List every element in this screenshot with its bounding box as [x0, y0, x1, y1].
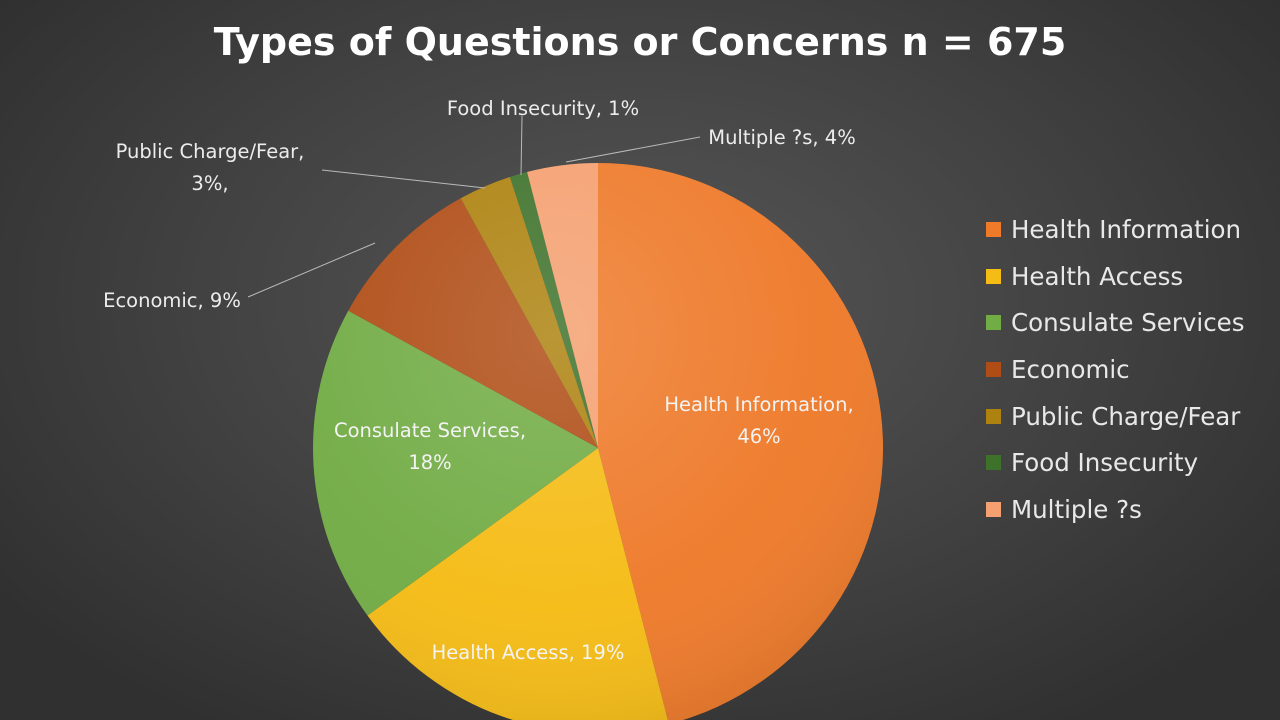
legend-item-health-access: Health Access [986, 253, 1245, 300]
leader-line-multiple-s [565, 136, 701, 163]
legend: Health Information Health Access Consulate… [986, 206, 1245, 533]
leader-line-food-insecurity [520, 115, 523, 176]
legend-label: Economic [1011, 354, 1130, 384]
legend-swatch [986, 221, 1001, 237]
data-label-health-information: Health Information, 46% [664, 393, 853, 448]
data-label-multiple-s: Multiple ?s, 4% [708, 126, 856, 149]
legend-item-economic: Economic [986, 346, 1245, 393]
leader-line-public-charge-fear [321, 169, 486, 189]
legend-item-consulate-services: Consulate Services [986, 299, 1245, 346]
legend-label: Food Insecurity [1011, 448, 1199, 478]
legend-swatch [986, 455, 1001, 471]
data-label-consulate-services: Consulate Services, 18% [334, 419, 526, 474]
data-label-food-insecurity: Food Insecurity, 1% [447, 97, 639, 120]
legend-swatch [986, 361, 1001, 377]
data-label-public-charge-fear: Public Charge/Fear, 3%, [116, 140, 305, 195]
data-label-health-access: Health Access, 19% [432, 641, 625, 664]
legend-swatch [986, 315, 1001, 331]
legend-item-food-insecurity: Food Insecurity [986, 439, 1245, 486]
legend-item-public-charge-fear: Public Charge/Fear [986, 393, 1245, 440]
legend-swatch [986, 408, 1001, 424]
legend-label: Public Charge/Fear [1011, 401, 1241, 431]
legend-swatch [986, 501, 1001, 517]
leader-line-economic [247, 242, 376, 298]
legend-swatch [986, 268, 1001, 284]
data-label-economic: Economic, 9% [103, 289, 241, 312]
legend-label: Health Access [1011, 261, 1184, 291]
legend-item-multiple-s: Multiple ?s [986, 486, 1245, 533]
chart-title: Types of Questions or Concerns n = 675 [213, 20, 1067, 64]
legend-label: Multiple ?s [1011, 494, 1142, 524]
legend-label: Health Information [1011, 214, 1242, 244]
legend-item-health-information: Health Information [986, 206, 1245, 253]
legend-label: Consulate Services [1011, 308, 1245, 338]
